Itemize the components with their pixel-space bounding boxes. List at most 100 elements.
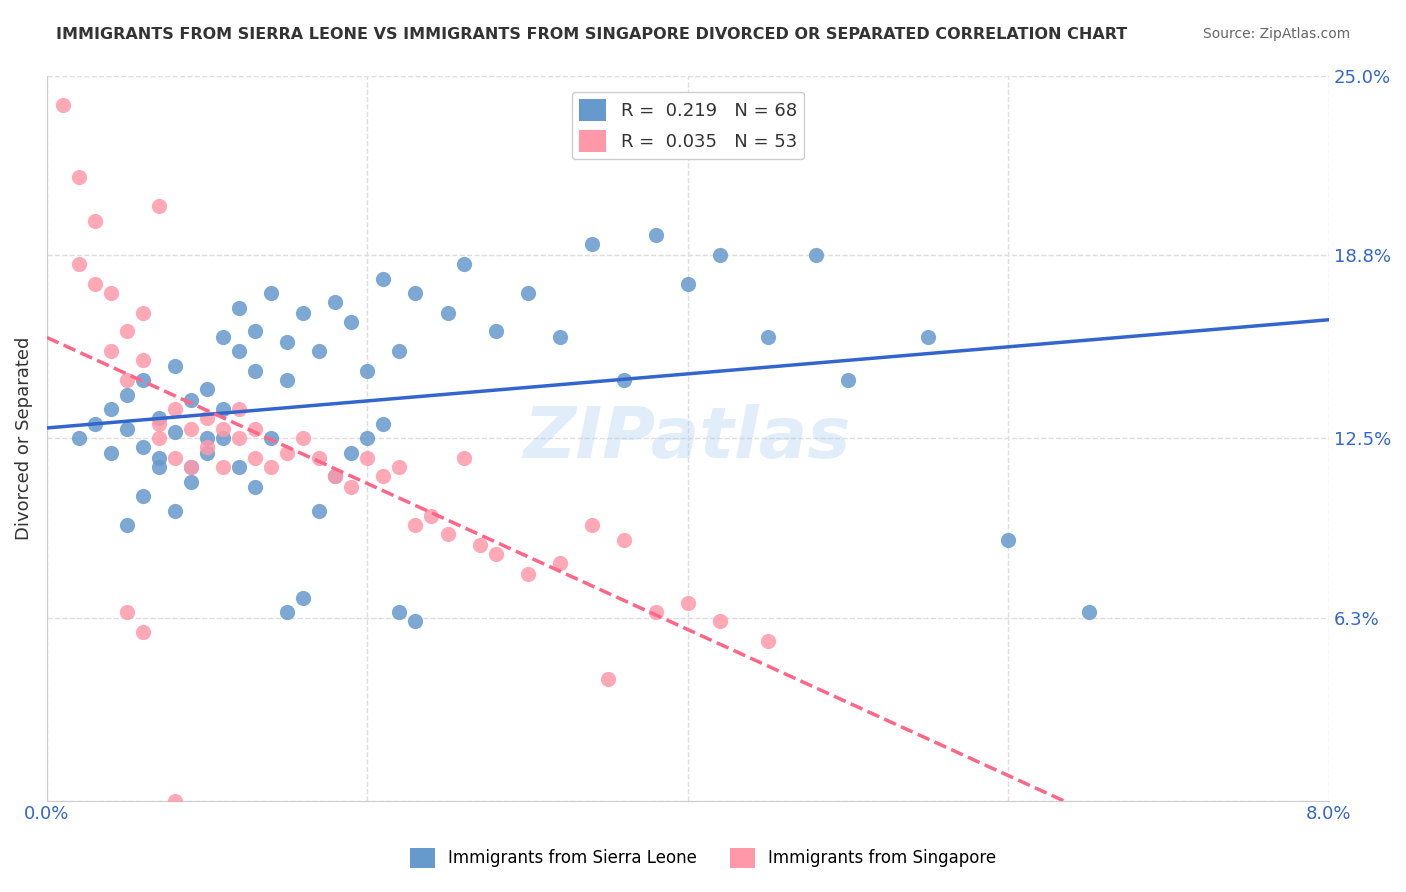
Point	[388, 605, 411, 619]
Point	[676, 277, 699, 292]
Point	[245, 422, 267, 436]
Point	[115, 387, 138, 401]
Point	[484, 324, 506, 338]
Point	[420, 509, 443, 524]
Point	[245, 364, 267, 378]
Point	[276, 605, 298, 619]
Point	[276, 373, 298, 387]
Point	[195, 440, 218, 454]
Point	[165, 402, 187, 417]
Point	[115, 518, 138, 533]
Point	[917, 329, 939, 343]
Point	[212, 460, 235, 475]
Point	[100, 344, 122, 359]
Point	[115, 324, 138, 338]
Point	[356, 451, 378, 466]
Point	[148, 451, 170, 466]
Point	[404, 614, 426, 628]
Text: ZIPatlas: ZIPatlas	[524, 403, 852, 473]
Point	[436, 526, 458, 541]
Point	[516, 286, 538, 301]
Point	[292, 591, 315, 605]
Point	[276, 445, 298, 459]
Point	[596, 672, 619, 686]
Point	[132, 306, 155, 320]
Point	[468, 538, 491, 552]
Point	[84, 277, 107, 292]
Point	[165, 425, 187, 440]
Point	[644, 605, 666, 619]
Point	[195, 382, 218, 396]
Point	[260, 460, 283, 475]
Legend: Immigrants from Sierra Leone, Immigrants from Singapore: Immigrants from Sierra Leone, Immigrants…	[404, 841, 1002, 875]
Point	[67, 169, 90, 184]
Point	[132, 625, 155, 640]
Point	[292, 431, 315, 445]
Point	[260, 286, 283, 301]
Legend: R =  0.219   N = 68, R =  0.035   N = 53: R = 0.219 N = 68, R = 0.035 N = 53	[572, 92, 804, 160]
Point	[67, 257, 90, 271]
Point	[100, 445, 122, 459]
Point	[804, 248, 827, 262]
Point	[709, 248, 731, 262]
Point	[404, 518, 426, 533]
Point	[837, 373, 859, 387]
Text: IMMIGRANTS FROM SIERRA LEONE VS IMMIGRANTS FROM SINGAPORE DIVORCED OR SEPARATED : IMMIGRANTS FROM SIERRA LEONE VS IMMIGRAN…	[56, 27, 1128, 42]
Point	[340, 480, 363, 494]
Point	[212, 422, 235, 436]
Point	[84, 213, 107, 227]
Point	[245, 324, 267, 338]
Point	[195, 431, 218, 445]
Point	[308, 503, 330, 517]
Point	[52, 97, 75, 112]
Point	[276, 335, 298, 350]
Point	[356, 364, 378, 378]
Point	[67, 431, 90, 445]
Point	[325, 468, 347, 483]
Point	[115, 422, 138, 436]
Y-axis label: Divorced or Separated: Divorced or Separated	[15, 336, 32, 540]
Point	[548, 556, 571, 570]
Point	[373, 468, 395, 483]
Point	[709, 614, 731, 628]
Point	[132, 440, 155, 454]
Point	[308, 451, 330, 466]
Point	[115, 605, 138, 619]
Point	[613, 373, 636, 387]
Point	[356, 431, 378, 445]
Point	[195, 410, 218, 425]
Point	[115, 373, 138, 387]
Point	[676, 596, 699, 610]
Point	[453, 451, 475, 466]
Point	[292, 306, 315, 320]
Point	[308, 344, 330, 359]
Point	[84, 417, 107, 431]
Point	[132, 489, 155, 503]
Point	[228, 431, 250, 445]
Point	[260, 431, 283, 445]
Point	[148, 410, 170, 425]
Point	[436, 306, 458, 320]
Point	[165, 451, 187, 466]
Point	[245, 451, 267, 466]
Point	[132, 373, 155, 387]
Point	[180, 422, 202, 436]
Point	[756, 329, 779, 343]
Point	[148, 417, 170, 431]
Point	[388, 344, 411, 359]
Point	[1077, 605, 1099, 619]
Point	[548, 329, 571, 343]
Point	[148, 431, 170, 445]
Point	[100, 286, 122, 301]
Point	[404, 286, 426, 301]
Point	[997, 533, 1019, 547]
Point	[228, 460, 250, 475]
Point	[100, 402, 122, 417]
Point	[325, 468, 347, 483]
Point	[165, 503, 187, 517]
Point	[228, 402, 250, 417]
Point	[148, 199, 170, 213]
Point	[613, 533, 636, 547]
Point	[484, 547, 506, 561]
Point	[373, 271, 395, 285]
